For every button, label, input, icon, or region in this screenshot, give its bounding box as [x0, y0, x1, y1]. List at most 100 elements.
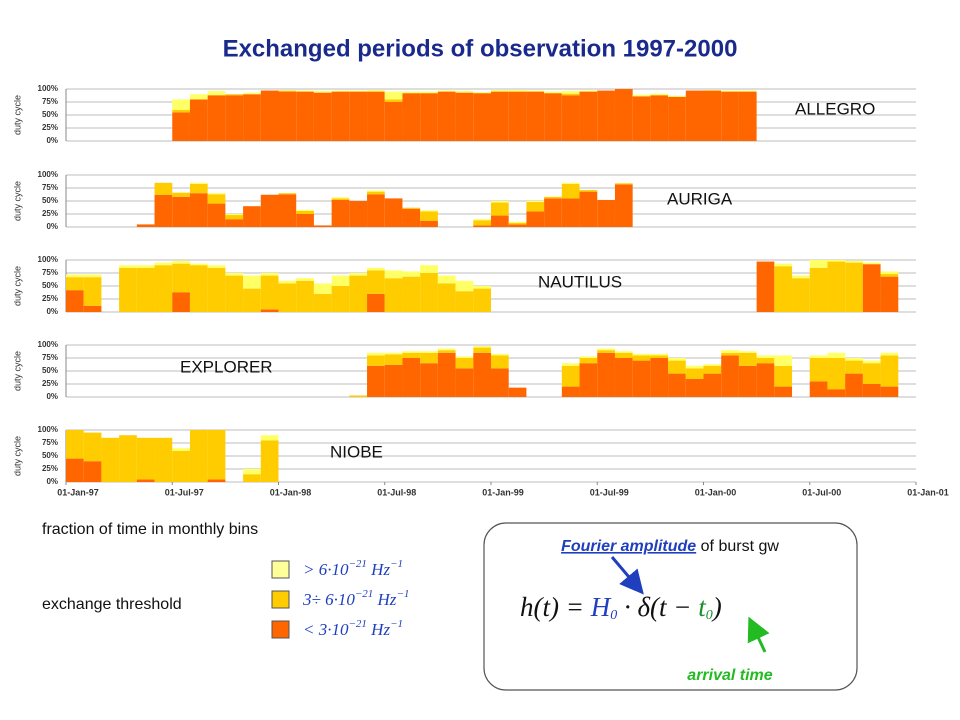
bar-segment	[260, 194, 279, 227]
y-tick-label: 0%	[46, 136, 58, 145]
bar-segment	[367, 270, 385, 294]
bar-segment	[880, 352, 899, 356]
formula-part: t	[698, 592, 707, 622]
bar-segment	[119, 267, 137, 312]
y-tick-label: 50%	[42, 196, 58, 205]
bar-segment	[402, 93, 421, 141]
bar-segment	[331, 275, 350, 286]
formula-part: 0	[706, 608, 713, 623]
bar-segment	[367, 293, 385, 312]
y-axis-label: duty cycle	[12, 181, 22, 221]
bar-segment	[614, 183, 633, 185]
bar-segment	[792, 275, 810, 279]
bar-segment	[296, 278, 314, 281]
bar-segment	[331, 286, 350, 312]
bar-segment	[614, 352, 633, 358]
bar-segment	[508, 224, 527, 227]
bar-segment	[384, 198, 403, 227]
bar-segment	[66, 458, 84, 482]
bar-segment	[225, 94, 244, 96]
bar-segment	[172, 196, 190, 227]
bar-segment	[225, 275, 244, 312]
bar-segment	[774, 263, 793, 267]
bar-segment	[614, 351, 633, 353]
detector-label: NIOBE	[330, 442, 383, 461]
bar-segment	[845, 373, 863, 397]
bar-segment	[491, 91, 509, 141]
bar-segment	[420, 265, 438, 273]
bar-segment	[172, 292, 190, 312]
bar-segment	[437, 275, 456, 284]
bar-segment	[756, 358, 775, 364]
bar-segment	[703, 90, 722, 91]
bar-segment	[384, 352, 403, 355]
bar-segment	[880, 355, 899, 387]
bar-segment	[632, 96, 651, 141]
bar-segment	[189, 263, 208, 266]
bar-segment	[526, 211, 545, 227]
bar-segment	[491, 355, 509, 369]
bar-segment	[367, 355, 385, 366]
legend-part: Hz	[367, 620, 391, 639]
bar-segment	[349, 90, 368, 92]
bar-segment	[880, 271, 899, 275]
x-tick-label: 01-Jan-98	[270, 487, 312, 497]
bar-segment	[508, 90, 527, 92]
bar-segment	[862, 264, 881, 312]
bar-segment	[420, 273, 438, 312]
bar-segment	[508, 221, 527, 223]
bar-segment	[738, 351, 757, 353]
bar-segment	[703, 364, 722, 366]
bar-segment	[827, 389, 846, 397]
bar-segment	[384, 91, 403, 100]
arrow	[747, 616, 770, 653]
bar-segment	[189, 94, 208, 100]
bar-segment	[66, 290, 84, 312]
caption-text: of burst gw	[696, 538, 779, 555]
bar-segment	[367, 90, 385, 92]
bar-segment	[119, 265, 137, 268]
bar-segment	[243, 206, 261, 227]
bar-segment	[491, 90, 509, 92]
bar-segment	[721, 352, 739, 356]
bar-segment	[331, 197, 350, 199]
formula-caption: Fourier amplitude of burst gw	[561, 538, 779, 555]
bar-segment	[207, 91, 226, 96]
bar-segment	[508, 91, 527, 141]
bar-segment	[862, 363, 881, 384]
legend-part: −1	[390, 558, 403, 570]
bar-segment	[402, 208, 421, 227]
bar-segment	[172, 263, 190, 293]
bar-segment	[172, 261, 190, 264]
bar-segment	[862, 384, 881, 397]
bar-segment	[491, 368, 509, 397]
bar-segment	[473, 92, 491, 94]
x-tick-label: 01-Jul-99	[590, 487, 629, 497]
x-tick-label: 01-Jan-00	[695, 487, 737, 497]
arrow	[610, 556, 644, 595]
bar-segment	[703, 373, 722, 397]
bar-segment	[632, 94, 651, 97]
bar-segment	[313, 293, 332, 312]
bar-segment	[384, 354, 403, 365]
bar-segment	[136, 437, 155, 480]
bar-segment	[508, 387, 527, 397]
legend-part: Hz	[373, 590, 397, 609]
x-tick-label: 01-Jul-00	[802, 487, 841, 497]
bar-segment	[668, 358, 686, 361]
detector-label: AURIGA	[667, 189, 733, 208]
bar-segment	[437, 348, 456, 351]
bar-segment	[756, 363, 775, 397]
formula-part: h(t) =	[520, 592, 591, 622]
bar-segment	[491, 202, 509, 216]
bar-segment	[738, 365, 757, 397]
legend-swatch	[271, 590, 290, 609]
bar-segment	[189, 182, 208, 184]
detector-label: EXPLORER	[180, 357, 273, 376]
bar-segment	[827, 352, 846, 358]
y-axis-label: duty cycle	[12, 95, 22, 135]
bar-segment	[561, 91, 580, 94]
bar-segment	[243, 474, 261, 482]
bar-segment	[738, 91, 757, 141]
bar-segment	[473, 220, 491, 226]
